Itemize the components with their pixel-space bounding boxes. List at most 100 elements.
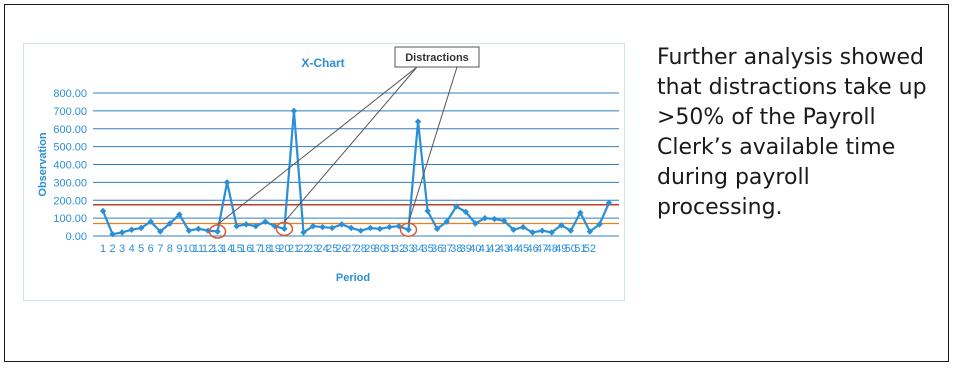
annotation-label: Distractions [405, 52, 469, 64]
data-point [118, 229, 126, 236]
highlight-circle [399, 222, 418, 237]
x-tick-label: 48 [546, 243, 558, 255]
analysis-line: Further analysis showed [657, 45, 925, 70]
data-point [290, 107, 298, 115]
x-tick-label: 27 [345, 243, 357, 255]
x-tick-label: 7 [157, 243, 163, 255]
data-point [510, 226, 517, 233]
data-point [443, 218, 450, 225]
data-point [500, 217, 508, 225]
data-point [567, 227, 575, 234]
data-point [538, 227, 546, 234]
x-tick-label: 3 [119, 243, 125, 255]
data-point [367, 224, 374, 232]
data-point [558, 222, 565, 229]
x-tick-label: 38 [450, 243, 462, 255]
data-point [195, 225, 202, 233]
x-tick-label: 33 [402, 243, 414, 255]
x-tick-label: 11 [193, 243, 204, 255]
data-point [462, 208, 469, 216]
data-point [386, 223, 393, 231]
x-tick-label: 2 [109, 243, 115, 255]
data-point [99, 207, 107, 215]
data-point [586, 228, 594, 235]
x-tick-label: 16 [240, 243, 252, 255]
x-tick-label: 15 [231, 243, 243, 255]
y-tick-label: 0.00 [66, 231, 87, 243]
data-point [491, 215, 498, 223]
x-tick-label: 28 [355, 243, 367, 255]
x-axis-label: Period [336, 272, 370, 284]
data-point [157, 228, 164, 235]
data-point [481, 214, 489, 222]
annotation-leader-line [217, 66, 418, 225]
data-point [338, 221, 345, 228]
data-point [109, 231, 116, 238]
analysis-line: processing. [657, 195, 783, 220]
x-tick-label: 14 [221, 243, 233, 255]
data-point [309, 222, 317, 230]
data-point [281, 225, 288, 233]
x-tick-label: 50 [565, 243, 577, 255]
data-point [137, 224, 145, 232]
annotation-leader-line [284, 66, 418, 223]
data-point [300, 229, 307, 236]
x-tick-label: 43 [498, 243, 510, 255]
analysis-text: Further analysis showed that distraction… [657, 43, 947, 223]
x-tick-label: 24 [316, 243, 328, 255]
data-point [577, 209, 584, 216]
analysis-line: during payroll [657, 165, 810, 190]
y-tick-label: 400.00 [53, 160, 87, 172]
data-point [348, 224, 355, 232]
y-axis-label: Observation [37, 132, 49, 196]
data-point [319, 223, 326, 231]
data-point [176, 211, 183, 218]
data-point [214, 228, 221, 235]
data-point [405, 226, 412, 233]
data-point [185, 227, 193, 234]
x-tick-label: 21 [288, 243, 300, 255]
highlight-circle [208, 224, 227, 239]
x-chart: 0.00 100.00 200.00 300.00 400.00 500.00 600.00… [23, 43, 625, 301]
x-tick-label: 35 [421, 243, 433, 255]
x-tick-label: 46 [526, 243, 538, 255]
x-tick-label: 39 [460, 243, 472, 255]
chart-svg: 0.00 100.00 200.00 300.00 400.00 500.00 600.00… [23, 43, 625, 301]
x-tick-label: 45 [517, 243, 529, 255]
x-tick-label: 47 [536, 243, 548, 255]
x-tick-label: 30 [374, 243, 386, 255]
data-point [472, 220, 479, 227]
data-point [166, 220, 174, 227]
annotation-box [394, 46, 480, 68]
x-tick-label: 32 [393, 243, 405, 255]
x-tick-label: 37 [441, 243, 453, 255]
x-tick-label: 1 [100, 243, 106, 255]
data-point [414, 118, 422, 125]
x-tick-label: 51 [574, 243, 586, 255]
data-point [223, 179, 231, 186]
y-tick-label: 100.00 [53, 213, 87, 225]
x-tick-label: 5 [138, 243, 144, 255]
data-point [357, 227, 364, 234]
data-point [605, 199, 613, 207]
x-tick-label: 52 [584, 243, 596, 255]
x-tick-label: 18 [259, 243, 271, 255]
data-point [548, 229, 555, 236]
y-tick-label: 500.00 [53, 142, 87, 154]
data-point [433, 225, 441, 233]
x-tick-label: 22 [297, 243, 309, 255]
chart-title: X-Chart [301, 56, 344, 70]
analysis-line: that distractions take up [657, 75, 927, 100]
annotation-leader-line [408, 66, 458, 223]
x-tick-label: 26 [336, 243, 348, 255]
x-tick-label: 19 [269, 243, 281, 255]
x-tick-label: 31 [383, 243, 395, 255]
data-point [596, 221, 603, 228]
data-point [243, 221, 250, 228]
x-tick-label: 17 [250, 243, 262, 255]
highlight-circle [275, 221, 294, 237]
x-tick-label: 25 [326, 243, 338, 255]
x-tick-label: 4 [129, 243, 135, 255]
analysis-line: >50% of the Payroll [657, 105, 876, 130]
x-tick-label: 23 [307, 243, 319, 255]
